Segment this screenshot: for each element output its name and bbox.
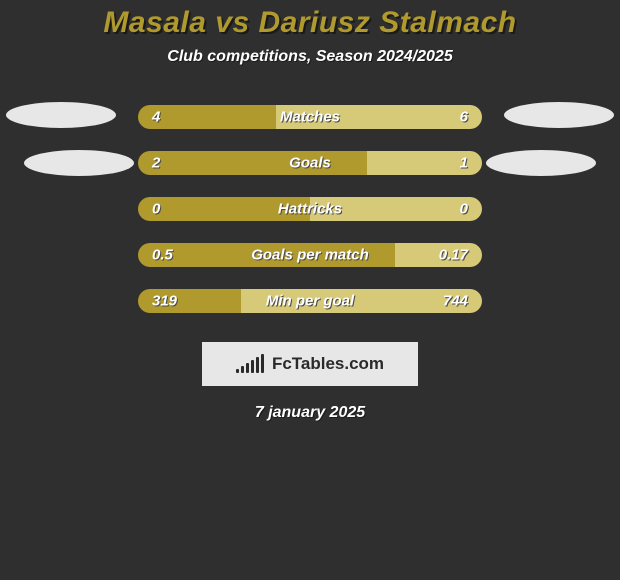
stat-row: 4 6 Matches: [0, 94, 620, 140]
stat-left-value: 2: [152, 155, 160, 172]
stat-right-value: 744: [443, 293, 468, 310]
subtitle: Club competitions, Season 2024/2025: [0, 48, 620, 66]
stat-row: 2 1 Goals: [0, 140, 620, 186]
stat-label: Min per goal: [266, 293, 354, 310]
stat-row: 0 0 Hattricks: [0, 186, 620, 232]
bar-chart-icon: [236, 355, 264, 373]
player2-marker: [504, 102, 614, 128]
stat-right-value: 6: [460, 109, 468, 126]
stat-row: 319 744 Min per goal: [0, 278, 620, 324]
stat-row: 0.5 0.17 Goals per match: [0, 232, 620, 278]
stat-bar: 0.5 0.17 Goals per match: [138, 243, 482, 267]
stat-bar-left-segment: [138, 151, 367, 175]
stat-left-value: 319: [152, 293, 177, 310]
stat-label: Hattricks: [278, 201, 342, 218]
player1-marker: [6, 102, 116, 128]
brand-box: FcTables.com: [202, 342, 418, 386]
stat-bar: 4 6 Matches: [138, 105, 482, 129]
bar-chart-icon-bar: [251, 360, 254, 373]
bar-chart-icon-bar: [246, 363, 249, 373]
stat-label: Goals per match: [251, 247, 369, 264]
stat-bar: 319 744 Min per goal: [138, 289, 482, 313]
bar-chart-icon-bar: [236, 369, 239, 373]
comparison-infographic: Masala vs Dariusz Stalmach Club competit…: [0, 0, 620, 580]
stat-rows: 4 6 Matches 2 1 Goals 0 0 Hattricks 0.5 0.17 Goals …: [0, 94, 620, 324]
stat-label: Matches: [280, 109, 340, 126]
bar-chart-icon-bar: [261, 354, 264, 373]
page-title: Masala vs Dariusz Stalmach: [0, 0, 620, 40]
stat-right-value: 1: [460, 155, 468, 172]
player1-marker: [24, 150, 134, 176]
stat-right-value: 0: [460, 201, 468, 218]
stat-left-value: 4: [152, 109, 160, 126]
bar-chart-icon-bar: [256, 357, 259, 373]
date-text: 7 january 2025: [0, 404, 620, 422]
stat-bar: 2 1 Goals: [138, 151, 482, 175]
stat-right-value: 0.17: [439, 247, 468, 264]
stat-left-value: 0: [152, 201, 160, 218]
stat-label: Goals: [289, 155, 331, 172]
stat-left-value: 0.5: [152, 247, 173, 264]
player2-marker: [486, 150, 596, 176]
bar-chart-icon-bar: [241, 366, 244, 373]
stat-bar: 0 0 Hattricks: [138, 197, 482, 221]
brand-text: FcTables.com: [272, 354, 384, 374]
